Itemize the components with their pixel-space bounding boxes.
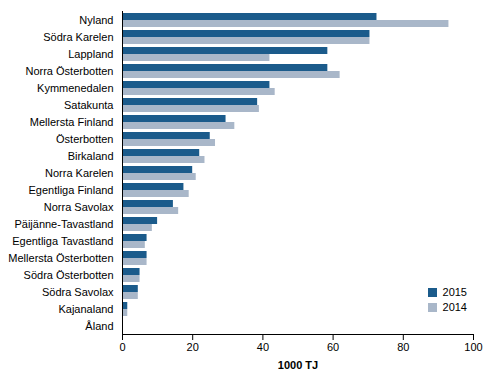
svg-text:Birkaland: Birkaland <box>68 150 114 162</box>
svg-text:Egentliga Finland: Egentliga Finland <box>28 184 113 196</box>
svg-text:Österbotten: Österbotten <box>56 133 113 145</box>
html-text:2014: 2014 <box>442 301 467 313</box>
svg-text:80: 80 <box>397 341 409 353</box>
svg-text:Egentliga Tavastland: Egentliga Tavastland <box>12 235 113 247</box>
html-text:2015: 2015 <box>442 286 467 298</box>
svg-text:Kymmenedalen: Kymmenedalen <box>37 82 113 94</box>
svg-text:Mellersta Österbotten: Mellersta Österbotten <box>8 252 113 264</box>
svg-text:Päijänne-Tavastland: Päijänne-Tavastland <box>14 218 113 230</box>
svg-text:Åland: Åland <box>85 320 113 332</box>
svg-text:0: 0 <box>119 341 125 353</box>
svg-text:Södra Österbotten: Södra Österbotten <box>24 269 114 281</box>
svg-text:100: 100 <box>464 341 482 353</box>
svg-text:20: 20 <box>187 341 199 353</box>
svg-text:Satakunta: Satakunta <box>64 99 114 111</box>
svg-text:Norra Österbotten: Norra Österbotten <box>25 65 113 77</box>
svg-text:Södra Karelen: Södra Karelen <box>43 31 113 43</box>
svg-text:Nyland: Nyland <box>79 14 113 26</box>
svg-text:Lappland: Lappland <box>68 48 113 60</box>
svg-text:Norra Savolax: Norra Savolax <box>44 201 114 213</box>
svg-text:60: 60 <box>327 341 339 353</box>
svg-text:Kajanaland: Kajanaland <box>58 303 113 315</box>
svg-text:Södra Savolax: Södra Savolax <box>42 286 114 298</box>
svg-text:40: 40 <box>257 341 269 353</box>
svg-text:Mellersta Finland: Mellersta Finland <box>30 116 114 128</box>
svg-text:Norra Karelen: Norra Karelen <box>45 167 113 179</box>
svg-text:1000 TJ: 1000 TJ <box>278 359 318 371</box>
